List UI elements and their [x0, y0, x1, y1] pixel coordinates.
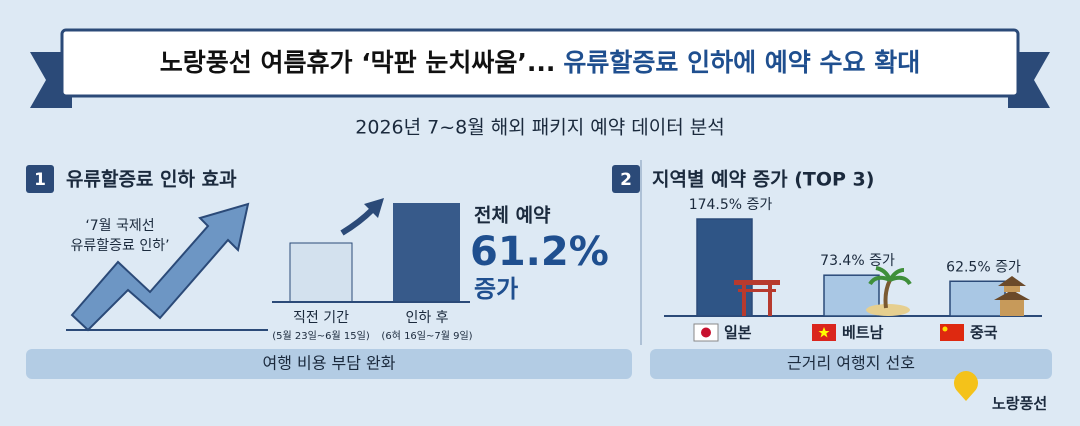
pagoda: [994, 276, 1030, 316]
value-label: 174.5% 증가: [689, 197, 773, 213]
value-label: 62.5% 증가: [946, 259, 1021, 275]
category-label: 베트남: [842, 324, 884, 342]
torii: [734, 280, 780, 316]
section-heading: 유류할증료 인하 효과: [66, 168, 237, 191]
bar-label: 직전 기간: [293, 310, 349, 326]
bar: [949, 280, 1006, 317]
title-box: [60, 28, 1020, 98]
logo-icon: [954, 371, 978, 401]
period-label: (6혀 16일~7월 9일): [381, 330, 472, 342]
trend-arrow: [70, 202, 250, 332]
category-label: 일본: [724, 324, 752, 342]
flag-japan: [693, 323, 719, 342]
period-label: (5월 23일~6월 15일): [272, 330, 370, 342]
title-highlight: 유류할증료 인하에 예약 수요 확대: [563, 48, 920, 77]
section-heading: 지역별 예약 증가 (TOP 3): [652, 169, 874, 191]
total-value: 61.2%: [470, 229, 609, 275]
footer-text: 여행 비용 부담 완화: [262, 354, 395, 373]
total-label: 전체 예약: [474, 205, 551, 227]
subtitle: 2026년 7~8월 해외 패키지 예약 데이터 분석: [355, 117, 724, 139]
flag-china: [940, 324, 964, 341]
badge-number: 2: [620, 170, 632, 190]
palm: [866, 266, 912, 316]
value-label: 73.4% 증가: [820, 253, 895, 269]
total-suffix: 증가: [474, 275, 518, 303]
note: ‘7월 국제선: [85, 218, 154, 234]
category-label: 중국: [970, 324, 998, 342]
note: 유류할증료 인하’: [70, 238, 169, 254]
badge: [26, 165, 54, 193]
title-lead: 노랑풍선 여름휴가 ‘막판 눈치싸움’...: [160, 48, 556, 77]
title: 노랑풍선 여름휴가 ‘막판 눈치싸움’... 유류할증료 인하에 예약 수요 확대: [160, 48, 920, 77]
footer-text: 근거리 여행지 선호: [787, 354, 915, 373]
badge: [612, 165, 640, 193]
up-arrow-head: [364, 198, 384, 218]
logo-text: 노랑풍선: [992, 395, 1047, 413]
up-arrow: [340, 207, 375, 236]
footer-bar: [650, 349, 1052, 379]
before-bar: [289, 242, 353, 303]
flag-vietnam: [812, 324, 836, 341]
footer-bar: [26, 349, 632, 379]
after-bar: [393, 203, 460, 302]
badge-number: 1: [34, 170, 46, 190]
bar-label: 인하 후: [405, 310, 448, 326]
